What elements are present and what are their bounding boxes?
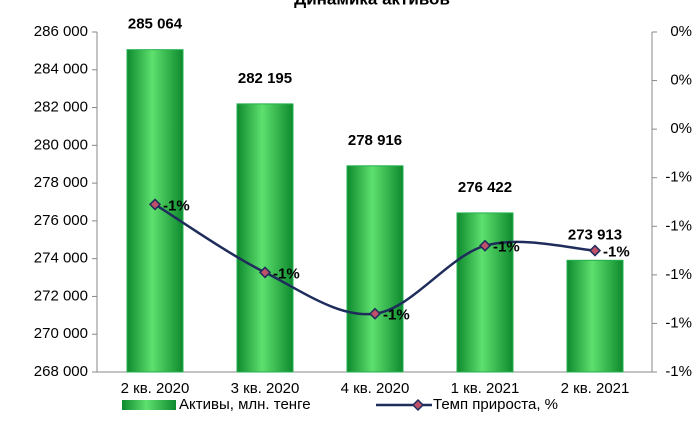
y-tick-label: 276 000 — [34, 212, 88, 229]
legend-label: Темп прироста, % — [433, 396, 558, 413]
legend-label: Активы, млн. тенге — [179, 396, 311, 413]
y2-tick-label: 0% — [670, 23, 692, 40]
y2-tick-label: -1% — [665, 217, 692, 234]
y-tick-label: 272 000 — [34, 287, 88, 304]
x-tick-label: 2 кв. 2020 — [121, 380, 190, 397]
bar-value-label: 276 422 — [458, 179, 512, 196]
y2-tick-label: -1% — [665, 363, 692, 380]
line-value-label: -1% — [273, 265, 300, 282]
bar-value-label: 273 913 — [568, 226, 622, 243]
y-tick-label: 284 000 — [34, 61, 88, 78]
y2-tick-label: 0% — [670, 120, 692, 137]
x-tick-label: 1 кв. 2021 — [451, 380, 520, 397]
y-tick-label: 270 000 — [34, 325, 88, 342]
chart-title: Динамика активов — [294, 0, 450, 8]
x-tick-label: 2 кв. 2021 — [561, 380, 630, 397]
line-marker — [148, 198, 162, 211]
line-marker — [588, 244, 602, 257]
y2-tick-label: -1% — [665, 266, 692, 283]
line-value-label: -1% — [493, 239, 520, 256]
legend-swatch — [122, 400, 176, 410]
line-marker — [258, 266, 272, 279]
y2-tick-label: -1% — [665, 314, 692, 331]
legend-marker — [411, 398, 425, 412]
line-value-label: -1% — [163, 197, 190, 214]
y2-tick-label: 0% — [670, 72, 692, 89]
y2-tick-label: -1% — [665, 169, 692, 186]
line-value-label: -1% — [383, 307, 410, 324]
y-tick-label: 274 000 — [34, 250, 88, 267]
y-tick-label: 278 000 — [34, 174, 88, 191]
bar-value-label: 278 916 — [348, 132, 402, 149]
line-value-label: -1% — [603, 244, 630, 261]
bar — [236, 103, 294, 373]
bar — [566, 259, 624, 373]
bar-value-label: 285 064 — [128, 16, 183, 33]
bar — [346, 165, 404, 373]
y-tick-label: 280 000 — [34, 136, 88, 153]
bar — [126, 49, 184, 373]
bar — [456, 212, 514, 373]
x-tick-label: 4 кв. 2020 — [341, 380, 410, 397]
line-marker — [368, 307, 382, 320]
y-tick-label: 282 000 — [34, 99, 88, 116]
y-tick-label: 286 000 — [34, 23, 88, 40]
bar-value-label: 282 195 — [238, 70, 292, 87]
line-marker — [478, 239, 492, 252]
x-tick-label: 3 кв. 2020 — [231, 380, 300, 397]
y-tick-label: 268 000 — [34, 363, 88, 380]
